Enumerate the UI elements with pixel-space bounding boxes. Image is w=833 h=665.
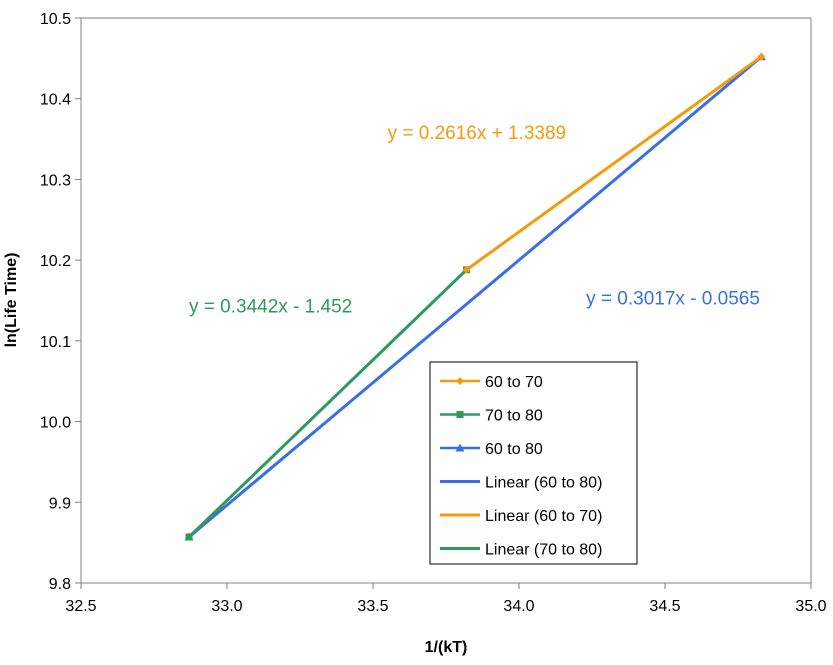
legend-marker <box>456 411 464 418</box>
data-point <box>462 265 471 274</box>
legend-label: 60 to 80 <box>485 441 543 458</box>
y-tick-label: 10.5 <box>40 11 71 28</box>
y-tick-label: 9.9 <box>49 495 71 512</box>
data-point <box>185 533 193 541</box>
x-tick-label: 33.0 <box>211 598 242 615</box>
series-line-3 <box>188 55 763 538</box>
x-tick-label: 32.5 <box>65 598 96 615</box>
legend-label: Linear (60 to 70) <box>485 508 602 525</box>
legend-box <box>429 361 638 565</box>
legend-label: Linear (70 to 80) <box>485 542 602 559</box>
trendline-equation: y = 0.3442x - 1.452 <box>189 297 352 318</box>
y-tick-label: 9.8 <box>49 576 71 593</box>
y-tick-label: 10.3 <box>40 172 71 189</box>
y-tick-label: 10.4 <box>40 92 71 109</box>
legend: 60 to 70 70 to 80 60 to 80 Linear (60 to 80… <box>429 361 638 565</box>
x-axis-title: 1/(kT) <box>425 639 468 656</box>
series-line-2 <box>188 268 468 538</box>
y-tick-label: 10.1 <box>40 334 71 351</box>
legend-marker <box>455 443 465 452</box>
legend-label: 60 to 70 <box>485 374 543 391</box>
y-tick-label: 10.0 <box>40 415 71 432</box>
legend-label: 70 to 80 <box>485 408 543 425</box>
x-tick-label: 33.5 <box>357 598 388 615</box>
series-layer <box>184 52 766 541</box>
annotations: y = 0.2616x + 1.3389 y = 0.3442x - 1.452 y… <box>189 123 760 318</box>
series-line-1 <box>465 55 763 271</box>
data-point <box>757 52 766 61</box>
x-tick-label: 35.0 <box>795 598 826 615</box>
legend-label: Linear (60 to 80) <box>485 475 602 492</box>
y-axis-title: ln(Life Time) <box>3 253 20 348</box>
x-tick-label: 34.0 <box>503 598 534 615</box>
legend-marker <box>456 377 464 385</box>
trendline-equation: y = 0.3017x - 0.0565 <box>586 289 760 310</box>
y-tick-label: 10.2 <box>40 253 71 270</box>
x-tick-label: 34.5 <box>649 598 680 615</box>
axes: 32.5 33.0 33.5 34.0 34.5 35.0 9.8 9.9 10.0 10.1 10… <box>40 11 827 615</box>
trendline-equation: y = 0.2616x + 1.3389 <box>388 123 567 144</box>
